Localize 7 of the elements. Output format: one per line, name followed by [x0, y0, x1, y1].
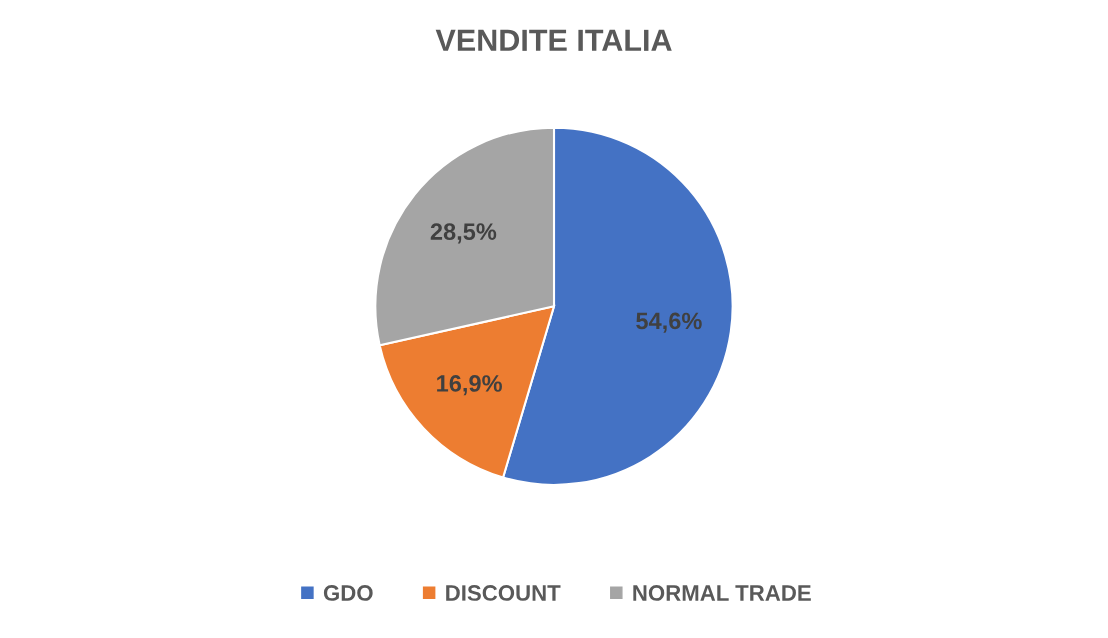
- legend-label: NORMAL TRADE: [633, 585, 811, 601]
- legend-label: GDO: [323, 585, 373, 601]
- data-label: 16,9%: [437, 375, 502, 396]
- data-label: 28,5%: [430, 223, 497, 244]
- legend-label: DISCOUNT: [446, 585, 561, 601]
- data-label: 54,6%: [636, 312, 702, 333]
- chart-title: VENDITE ITALIA: [435, 29, 672, 51]
